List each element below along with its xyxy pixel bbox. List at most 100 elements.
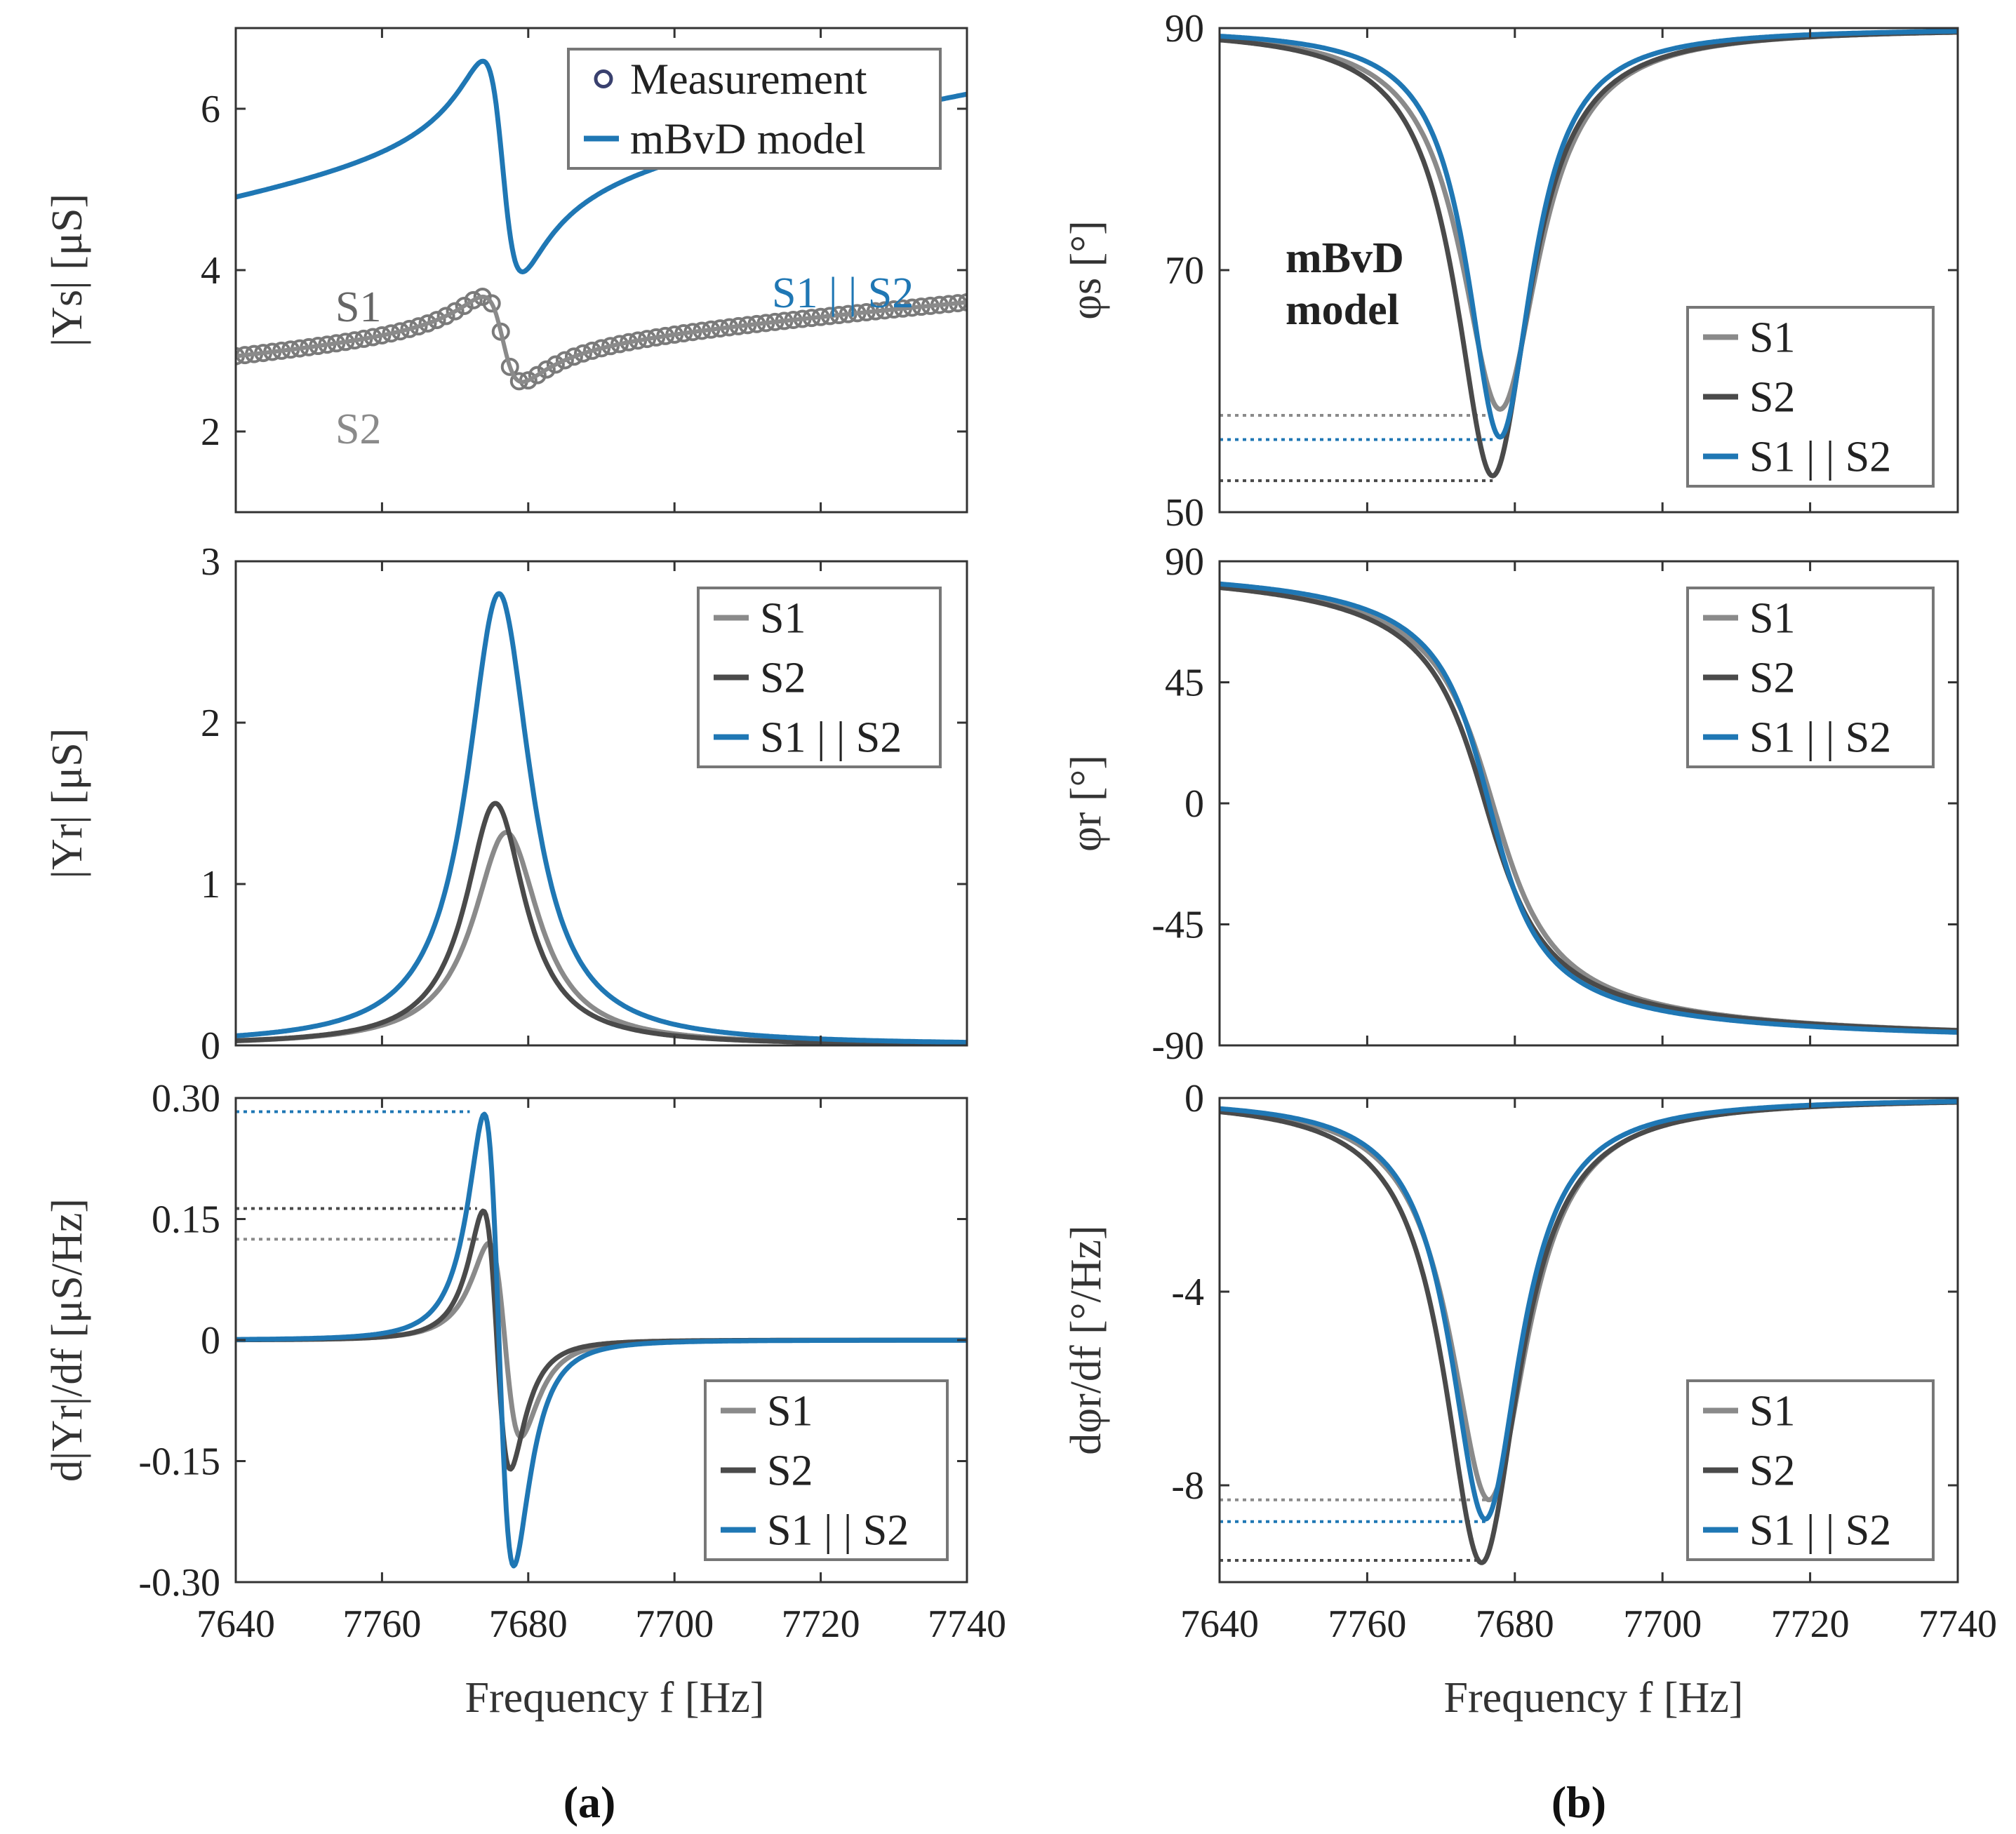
y-tick-label: -8 — [1171, 1464, 1204, 1508]
legend: S1 S2 S1 | | S2 — [1686, 1379, 1935, 1561]
legend-label: S1 | | S2 — [760, 714, 902, 762]
y-axis-label: |Ys| [μS] — [44, 194, 91, 347]
measurement-point — [409, 317, 428, 336]
y-axis-label: |Yr| [μS] — [44, 728, 91, 879]
y-axis-label: φr [°] — [1062, 755, 1110, 852]
x-tick-label: 7680 — [489, 1602, 568, 1646]
y-tick-label: 90 — [1165, 540, 1204, 584]
measurement-point — [427, 311, 446, 330]
annotation-s1: S1 — [335, 283, 381, 331]
legend-label: S2 — [767, 1447, 813, 1495]
legend-label: mBvD model — [630, 116, 866, 163]
x-tick-label: 7720 — [1771, 1602, 1850, 1646]
legend-label: S1 — [767, 1388, 813, 1435]
x-axis-label-right: Frequency f [Hz] — [1444, 1674, 1744, 1722]
y-tick-label: -0.30 — [138, 1561, 220, 1605]
legend: Measurement mBvD model — [567, 48, 942, 170]
y-tick-label: 6 — [201, 88, 220, 131]
caption-a: (a) — [563, 1777, 616, 1827]
measurement-point — [555, 351, 574, 370]
x-tick-label: 7760 — [1328, 1602, 1406, 1646]
x-tick-label: 7680 — [1476, 1602, 1554, 1646]
measurement-point — [537, 360, 556, 379]
legend-label: S1 — [1749, 1388, 1795, 1435]
x-tick-label: 7700 — [1623, 1602, 1702, 1646]
legend-label: S1 — [760, 595, 806, 643]
y-axis-label: d|Yr|/df [μS/Hz] — [44, 1198, 91, 1482]
annotation-s2: S2 — [335, 406, 381, 453]
x-tick-label: 7700 — [635, 1602, 714, 1646]
measurement-point — [455, 296, 474, 315]
measurement-point — [482, 294, 501, 313]
curve-s2 — [236, 801, 967, 1045]
x-tick-label: 7640 — [1180, 1602, 1259, 1646]
legend-label: S2 — [760, 655, 806, 702]
legend-label: S1 — [1749, 314, 1795, 362]
curve-s1-s2 — [1220, 28, 1958, 440]
curve-s1-s2 — [1220, 1099, 1958, 1522]
measurement-point — [436, 307, 455, 326]
legend-marker — [594, 69, 613, 88]
y-tick-label: 1 — [201, 863, 220, 906]
curve-s1-s2 — [1220, 581, 1958, 1035]
curve-s1-s2 — [236, 1111, 967, 1569]
caption-b: (b) — [1551, 1777, 1606, 1827]
legend-label: Measurement — [630, 56, 867, 104]
measurement-point — [500, 357, 519, 376]
y-tick-label: 45 — [1165, 662, 1204, 705]
y-axis-label: φs [°] — [1062, 220, 1110, 320]
y-tick-label: 0 — [1184, 1077, 1204, 1120]
y-tick-label: 0 — [1184, 782, 1204, 826]
y-tick-label: 0 — [201, 1024, 220, 1068]
x-tick-label: 7720 — [782, 1602, 860, 1646]
panel-p2: 0 1 2 3 |Yr| [μS] S1 S2 S1 | | S2 — [44, 540, 968, 1068]
y-tick-label: -4 — [1171, 1271, 1204, 1314]
y-tick-label: -0.15 — [138, 1440, 220, 1484]
y-tick-label: 0.15 — [152, 1198, 220, 1242]
legend-label: S1 — [1749, 595, 1795, 643]
y-tick-label: -90 — [1151, 1024, 1204, 1068]
legend-label: S1 | | S2 — [1749, 434, 1891, 481]
axes-frame — [234, 560, 968, 1047]
measurement-point — [418, 314, 437, 333]
panel-p6: 7640 7760 7680 7700 7720 7740 -8 -4 0 dφr/df [°/H… — [1062, 1077, 1997, 1646]
y-axis-label: dφr/df [°/Hz] — [1062, 1225, 1110, 1454]
legend-label: S1 | | S2 — [1749, 1507, 1891, 1555]
measurement-point — [573, 344, 592, 363]
measurement-point — [546, 355, 565, 374]
x-tick-label: 7740 — [928, 1602, 1006, 1646]
measurement-point — [446, 302, 465, 321]
curve-s1 — [236, 829, 967, 1045]
y-tick-label: 90 — [1165, 7, 1204, 51]
legend-box — [567, 48, 942, 170]
annotation-model: model — [1286, 286, 1399, 334]
legend: S1 S2 S1 | | S2 — [704, 1379, 949, 1561]
legend: S1 S2 S1 | | S2 — [1686, 306, 1935, 488]
legend-label: S2 — [1749, 655, 1795, 702]
panel-p5: -90 -45 0 45 90 φr [°] S1 S2 S1 | | S2 — [1062, 540, 1959, 1068]
measurement-point — [564, 347, 583, 366]
legend: S1 S2 S1 | | S2 — [1686, 587, 1935, 768]
legend-label: S2 — [1749, 1447, 1795, 1495]
y-tick-label: 70 — [1165, 249, 1204, 293]
x-tick-label: 7760 — [342, 1602, 421, 1646]
legend: S1 S2 S1 | | S2 — [697, 587, 942, 768]
x-tick-label: 7640 — [196, 1602, 275, 1646]
curve-s1-s2 — [236, 591, 967, 1045]
y-tick-label: 3 — [201, 540, 220, 584]
curve-measurement — [236, 294, 967, 384]
y-tick-label: 0.30 — [152, 1077, 220, 1120]
legend-label: S2 — [1749, 374, 1795, 422]
y-tick-label: 2 — [201, 702, 220, 745]
measurement-point — [528, 366, 547, 384]
measurement-point — [464, 290, 483, 309]
annotation-parallel: S1 | | S2 — [772, 269, 914, 317]
y-tick-label: 0 — [201, 1319, 220, 1363]
x-tick-label: 7740 — [1918, 1602, 1997, 1646]
panel-p3: 7640 7760 7680 7700 7720 7740 -0.30 -0.15 0 0.15 0… — [44, 1077, 1006, 1646]
legend-label: S1 | | S2 — [767, 1507, 909, 1555]
annotation-mbvd: mBvD — [1286, 234, 1404, 282]
panel-p1: 2 4 6 |Ys| [μS] Measurement mBvD model S1 S2 S1 … — [44, 27, 968, 514]
